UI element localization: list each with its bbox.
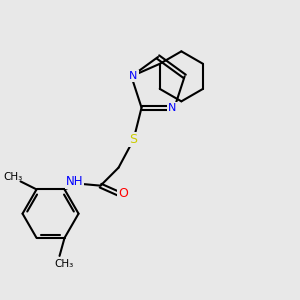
Text: N: N	[129, 71, 138, 81]
Text: O: O	[118, 187, 128, 200]
Text: S: S	[130, 133, 137, 146]
Text: NH: NH	[66, 175, 83, 188]
Text: N: N	[168, 103, 177, 113]
Text: CH₃: CH₃	[3, 172, 22, 182]
Text: CH₃: CH₃	[54, 259, 73, 269]
